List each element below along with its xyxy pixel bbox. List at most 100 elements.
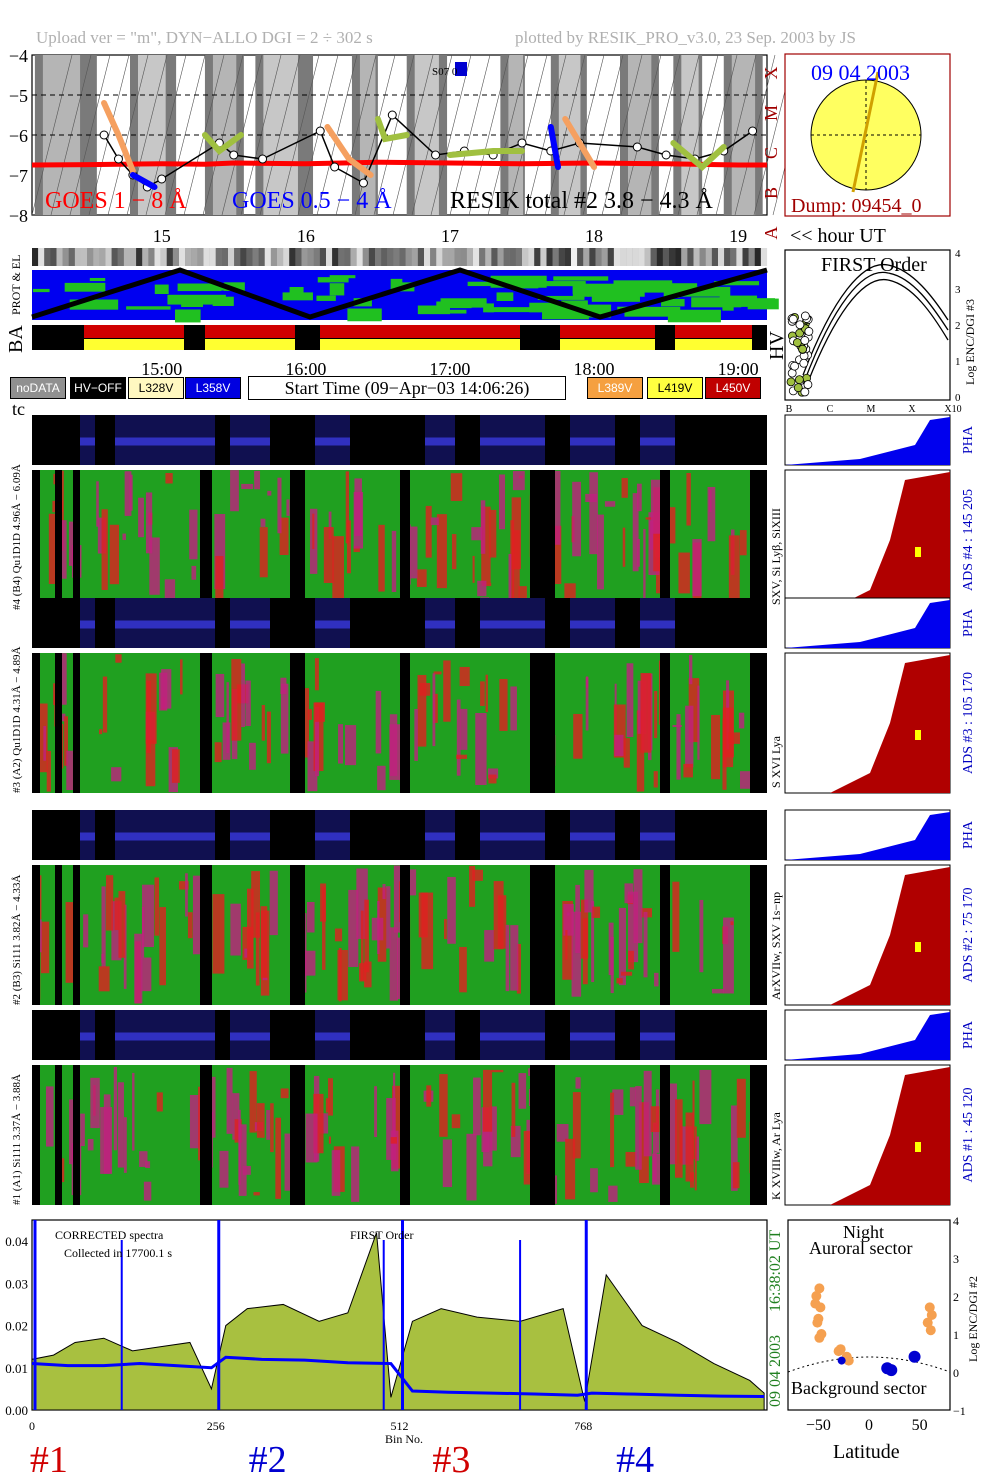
spectrogram-cell [185, 873, 188, 917]
ba-red [205, 325, 295, 338]
spectrogram-cell [697, 685, 700, 760]
spectrogram-cell [230, 903, 241, 956]
spectrogram-gap [530, 1065, 555, 1205]
spectrogram-gap [750, 1065, 767, 1205]
spectrogram-cell [416, 569, 427, 587]
ads-histogram [830, 1067, 950, 1205]
prot-gray-cell [522, 248, 529, 266]
spectrogram-cell [314, 658, 319, 691]
spectrogram-cell [98, 966, 110, 992]
fo-point [793, 383, 803, 393]
lat-ylabel: Log ENC/DGI #2 [966, 1276, 980, 1362]
spectrum-xtick: 768 [574, 1419, 592, 1433]
pha-line [230, 437, 270, 446]
prot-gray-cell [270, 248, 278, 266]
prot-green-cell [714, 281, 760, 286]
fo-point [803, 380, 813, 389]
spectrogram-cell [171, 749, 180, 783]
pha-line [315, 620, 350, 629]
spectrogram-cell [654, 972, 659, 987]
spectrogram-cell [694, 1136, 700, 1161]
spectrogram-cell [456, 754, 468, 759]
prot-gray-cell [607, 248, 614, 266]
spectrogram-cell [245, 680, 251, 726]
prot-gray-cell [81, 248, 88, 266]
pha-word: PHA [961, 1020, 976, 1049]
prot-gray-cell [552, 248, 559, 266]
prot-green-cell [572, 286, 590, 297]
spectrogram-cell [589, 472, 598, 555]
spectrogram-cell [612, 1089, 624, 1115]
prot-gray-cell [638, 248, 645, 266]
spectrogram-cell [60, 520, 67, 579]
spectrogram-cell [189, 509, 198, 560]
spectrogram-cell [141, 906, 145, 958]
fo-xtick: B [786, 404, 793, 415]
spectrogram-cell [266, 1110, 270, 1140]
prot-gray-cell [105, 248, 112, 266]
spectrogram-cell [64, 716, 68, 766]
prot-gray-cell [595, 248, 602, 266]
spectrogram-cell [610, 1092, 615, 1168]
pha-line [570, 832, 615, 841]
prot-gray-cell [589, 248, 596, 266]
prot-gray-cell [74, 248, 82, 266]
spectrogram-cell [159, 672, 168, 711]
spectrogram-cell [481, 582, 492, 587]
fo-point [788, 314, 798, 324]
prot-gray-cell [307, 248, 314, 266]
spectrum-channel-label: #3 [432, 1439, 470, 1477]
legend-swatch: L419V [647, 377, 703, 399]
spectrogram-cell [109, 524, 120, 585]
spectrogram-cell [60, 653, 67, 705]
spectrogram-cell [730, 921, 734, 926]
hv-label: HV [766, 331, 787, 360]
prot-gray-cell [381, 248, 388, 266]
spectrogram-cell [466, 1133, 477, 1201]
goes-marker: S07 0 [432, 66, 458, 78]
prot-gray-cell [117, 248, 124, 266]
spectrogram-cell [353, 492, 364, 549]
prot-gray-cell [430, 248, 437, 266]
prot-green-cell [661, 299, 685, 307]
prot-gray-cell [87, 248, 94, 266]
spectrogram-cell [447, 876, 456, 944]
prot-green-cell [181, 302, 203, 307]
prot-gray-cell [93, 248, 100, 266]
spectrogram-cell [688, 654, 693, 685]
pha-line [115, 832, 215, 841]
spectrogram-cell [614, 734, 624, 757]
spectrogram-gap [290, 653, 305, 793]
spectrogram-cell [43, 725, 46, 761]
prot-label: PROT & EL [9, 255, 23, 315]
goes-ytick: −4 [9, 50, 28, 66]
spectrogram-cell [480, 681, 485, 706]
pha-panel: PHA K XVIIIw, Ar Lya ADS #1 : 45 120 [769, 1009, 976, 1206]
spectrogram-cell [414, 708, 418, 761]
spectrogram-cell [259, 527, 268, 578]
legend-swatch: L450V [705, 377, 761, 399]
time-axis: 15:00 16:00 17:00 18:00 19:00 [141, 359, 758, 379]
plot-credits: plotted by RESIK_PRO_v3.0, 23 Sep. 2003 … [515, 28, 856, 47]
spectrogram-cell [722, 707, 734, 768]
spectrogram-cell [307, 709, 312, 720]
spectrogram-cell [101, 954, 104, 963]
spectrogram-cell [518, 1073, 527, 1109]
spectrogram-cell [375, 690, 382, 754]
fo-point [795, 375, 804, 385]
goes-class: C [761, 147, 781, 159]
ads-marker [915, 942, 921, 952]
spectrogram-cell [511, 1082, 516, 1137]
ba-label: BA [5, 325, 27, 353]
spectrogram-cell [219, 1150, 229, 1188]
prot-gray-cell [68, 248, 75, 266]
pha-line [80, 1032, 95, 1041]
goes-class: M [761, 105, 781, 121]
fo-ytick: 3 [955, 284, 961, 296]
spectrogram-cell [301, 688, 310, 758]
spectrum-ytick: 0.04 [5, 1234, 28, 1249]
aurora-point [843, 1355, 854, 1366]
prot-gray-cell [644, 248, 651, 266]
spectrogram-cell [249, 742, 256, 770]
spectrogram-cell [618, 907, 626, 986]
